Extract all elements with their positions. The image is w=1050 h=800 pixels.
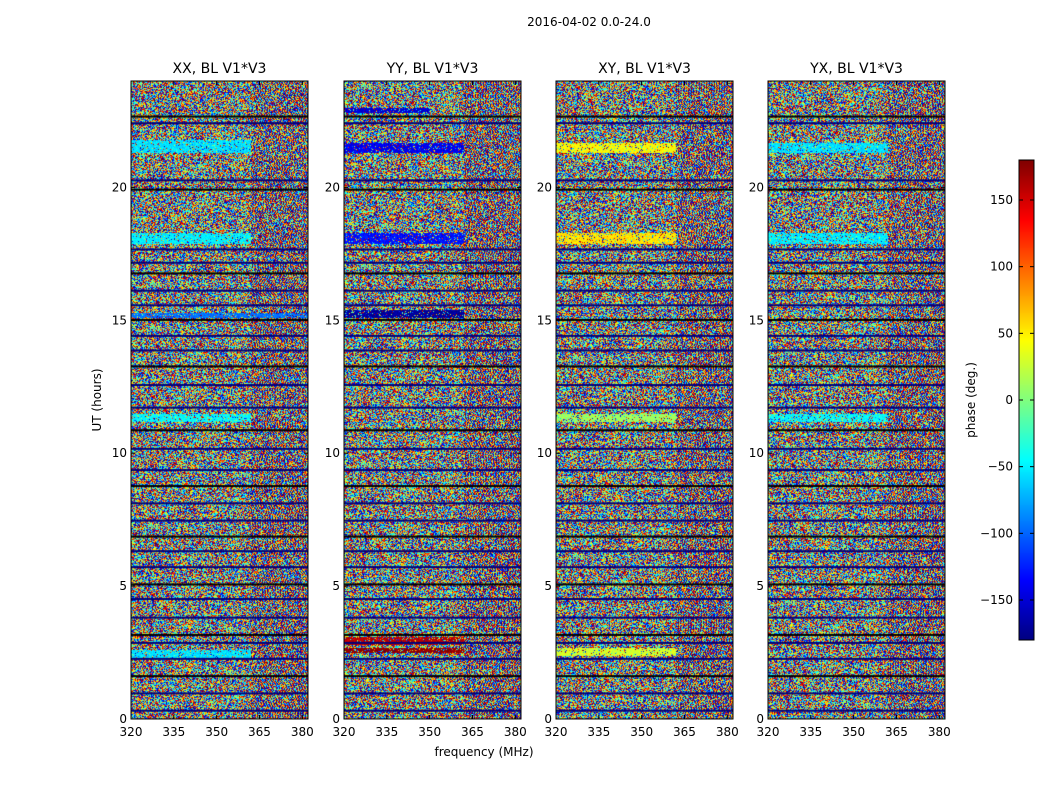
x-tick-label: 350	[630, 725, 653, 739]
y-tick-label: 20	[112, 180, 127, 194]
colorbar-tick-label: 50	[998, 326, 1013, 340]
y-tick-label: 10	[325, 446, 340, 460]
colorbar-tick-label: −150	[980, 593, 1013, 607]
colorbar-tick-label: 100	[990, 260, 1013, 274]
y-tick-label: 10	[112, 446, 127, 460]
y-tick-label: 0	[332, 712, 340, 726]
panel-title: XY, BL V1*V3	[598, 61, 691, 77]
y-tick-label: 20	[749, 180, 764, 194]
panel-xx: XX, BL V1*V3 320 335 350 365 380 0 5 10 15 20	[112, 61, 314, 739]
x-tick-label: 365	[461, 725, 484, 739]
colorbar-label: phase (deg.)	[964, 362, 978, 438]
panel-title: XX, BL V1*V3	[173, 61, 267, 77]
x-tick-label: 320	[333, 725, 356, 739]
y-axis-label: UT (hours)	[90, 368, 104, 431]
y-tick-label: 15	[325, 313, 340, 327]
y-tick-label: 15	[537, 313, 552, 327]
y-tick-label: 0	[756, 712, 764, 726]
colorbar-tick-label: −100	[980, 526, 1013, 540]
y-tick-label: 10	[537, 446, 552, 460]
y-tick-label: 5	[544, 579, 552, 593]
x-tick-label: 320	[120, 725, 143, 739]
y-tick-label: 5	[119, 579, 127, 593]
y-tick-label: 15	[112, 313, 127, 327]
x-tick-label: 320	[545, 725, 568, 739]
panel-title: YX, BL V1*V3	[809, 61, 903, 77]
x-tick-label: 365	[673, 725, 696, 739]
colorbar: 150 100 50 0 −50 −100 −150 phase (deg.)	[964, 159, 1035, 641]
phase-image	[344, 81, 521, 719]
y-tick-label: 5	[332, 579, 340, 593]
y-tick-label: 10	[749, 446, 764, 460]
x-tick-label: 335	[587, 725, 610, 739]
x-tick-label: 365	[885, 725, 908, 739]
x-axis-label: frequency (MHz)	[434, 745, 533, 759]
x-tick-label: 335	[162, 725, 185, 739]
y-tick-label: 0	[119, 712, 127, 726]
phase-image	[768, 81, 945, 719]
y-tick-label: 0	[544, 712, 552, 726]
x-tick-label: 335	[375, 725, 398, 739]
y-tick-label: 15	[749, 313, 764, 327]
x-tick-label: 350	[205, 725, 228, 739]
axes-frame	[343, 80, 522, 720]
figure-title: 2016-04-02 0.0-24.0	[527, 15, 651, 29]
x-tick-label: 350	[842, 725, 865, 739]
axes-frame	[767, 80, 946, 720]
panel-title: YY, BL V1*V3	[386, 61, 479, 77]
x-tick-label: 380	[291, 725, 314, 739]
x-tick-label: 320	[757, 725, 780, 739]
x-tick-label: 335	[799, 725, 822, 739]
axes-frame	[555, 80, 734, 720]
panel-xy: XY, BL V1*V3 320 335 350 365 380 0 5 10 15 20	[537, 61, 739, 739]
y-tick-label: 20	[537, 180, 552, 194]
colorbar-gradient	[1019, 160, 1034, 640]
colorbar-tick-label: 0	[1005, 393, 1013, 407]
panel-yx: YX, BL V1*V3 320 335 350 365 380 0 5 10 15 20	[749, 61, 951, 739]
x-tick-label: 365	[248, 725, 271, 739]
colorbar-tick-label: 150	[990, 193, 1013, 207]
x-tick-label: 380	[504, 725, 527, 739]
panel-yy: YY, BL V1*V3 320 335 350 365 380 0 5 10 15 20	[325, 61, 527, 739]
phase-image	[556, 81, 733, 719]
x-tick-label: 380	[716, 725, 739, 739]
y-tick-label: 20	[325, 180, 340, 194]
y-tick-label: 5	[756, 579, 764, 593]
phase-image	[131, 81, 308, 719]
x-tick-label: 380	[928, 725, 951, 739]
axes-frame	[130, 80, 309, 720]
x-tick-label: 350	[418, 725, 441, 739]
colorbar-tick-label: −50	[988, 460, 1013, 474]
